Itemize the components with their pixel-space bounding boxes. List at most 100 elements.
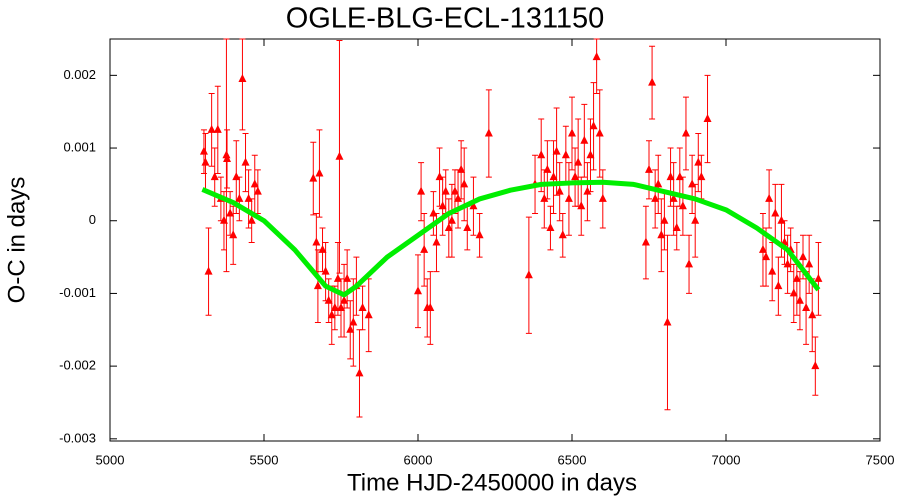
data-point — [199, 146, 208, 155]
data-point — [327, 310, 336, 319]
data-point — [463, 223, 472, 232]
data-point — [811, 361, 820, 370]
data-point — [460, 179, 469, 188]
data-point — [313, 281, 322, 290]
error-cap — [584, 162, 591, 222]
data-point — [641, 237, 650, 246]
y-tick-label: -0.001 — [59, 285, 96, 300]
error-cap — [565, 162, 572, 236]
error-cap — [559, 212, 566, 258]
error-cap — [421, 212, 428, 287]
error-cap — [784, 234, 791, 294]
data-point — [663, 317, 672, 326]
data-point — [346, 324, 355, 333]
error-cap — [679, 176, 686, 236]
data-point — [771, 208, 780, 217]
error-cap — [331, 285, 338, 331]
error-cap — [766, 169, 773, 229]
error-cap — [670, 162, 677, 236]
data-point — [598, 193, 607, 202]
data-point — [204, 266, 213, 275]
error-cap — [236, 176, 243, 222]
data-point — [808, 310, 817, 319]
data-point — [571, 172, 580, 181]
error-cap — [211, 147, 218, 207]
data-point — [589, 121, 598, 130]
data-point — [552, 146, 561, 155]
error-cap — [242, 133, 249, 193]
y-tick-label: -0.002 — [59, 358, 96, 373]
data-point — [343, 273, 352, 282]
error-cap — [655, 154, 662, 214]
data-point — [247, 215, 256, 224]
data-point — [429, 208, 438, 217]
data-point — [574, 157, 583, 166]
data-point — [586, 150, 595, 159]
data-point — [355, 368, 364, 377]
x-tick-label: 6000 — [404, 452, 433, 467]
x-tick-label: 7500 — [866, 452, 895, 467]
error-cap — [704, 74, 711, 164]
error-cap — [550, 140, 557, 214]
data-point — [420, 244, 429, 253]
data-point — [417, 186, 426, 195]
data-point — [765, 193, 774, 202]
data-point — [457, 164, 466, 173]
data-point — [337, 302, 345, 311]
data-point — [358, 302, 367, 311]
data-point — [335, 151, 344, 160]
data-point — [324, 295, 333, 304]
error-cap — [214, 85, 221, 174]
error-cap — [461, 147, 468, 222]
data-point — [549, 172, 558, 181]
error-cap — [599, 169, 606, 229]
error-cap — [476, 212, 483, 258]
error-cap — [433, 212, 440, 273]
data-point — [685, 259, 694, 268]
error-cap — [341, 263, 348, 338]
x-axis-label: Time HJD-2450000 in days — [347, 469, 637, 496]
data-point — [232, 172, 241, 181]
data-point — [672, 223, 681, 232]
error-cap — [556, 162, 563, 222]
data-point — [577, 201, 586, 210]
data-point — [583, 186, 592, 195]
data-point — [592, 52, 601, 61]
data-point — [330, 302, 339, 311]
data-point — [444, 223, 453, 232]
data-point — [210, 172, 219, 181]
error-cap — [344, 249, 351, 309]
data-point — [432, 237, 441, 246]
error-cap — [418, 162, 425, 222]
data-point — [426, 302, 435, 311]
data-point — [558, 230, 567, 239]
data-point — [223, 153, 232, 162]
data-point — [783, 259, 792, 268]
error-cap — [547, 205, 554, 251]
error-cap — [310, 141, 317, 216]
data-point — [540, 193, 549, 202]
error-cap — [248, 198, 255, 244]
error-cap — [815, 242, 822, 316]
error-cap — [646, 140, 652, 200]
data-point — [244, 193, 253, 202]
data-point — [660, 215, 669, 224]
data-point — [537, 150, 546, 159]
data-point — [681, 128, 690, 137]
data-point — [364, 310, 373, 319]
data-point — [777, 215, 786, 224]
data-point — [469, 201, 478, 210]
error-cap — [664, 234, 671, 411]
error-cap — [353, 256, 360, 316]
error-cap — [649, 45, 656, 120]
data-point — [321, 266, 330, 275]
data-point — [213, 124, 222, 133]
data-point — [645, 164, 653, 173]
error-cap — [223, 38, 230, 273]
data-point — [475, 230, 484, 239]
data-point — [543, 164, 552, 173]
error-cap — [686, 234, 693, 294]
data-point — [201, 157, 210, 166]
data-point — [580, 135, 589, 144]
data-point — [595, 128, 604, 137]
